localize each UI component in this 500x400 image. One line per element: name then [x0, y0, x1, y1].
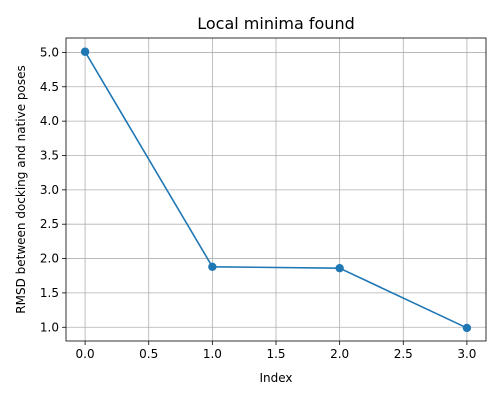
series-layer [80, 47, 472, 333]
y-tick-label: 2.0 [40, 252, 59, 266]
plot-frame [65, 37, 487, 342]
y-tick-label: 2.5 [40, 217, 59, 231]
x-tick-label: 2.5 [394, 347, 413, 361]
series-line [84, 51, 468, 329]
data-point [80, 47, 90, 56]
y-tick-label: 4.0 [40, 114, 59, 128]
axis-ticks: 0.0 0.5 1.0 1.5 2.0 2.5 3.0 1.0 1.5 2.0 2.5 3.0 3.5 4… [40, 45, 477, 361]
x-tick-label: 0.0 [76, 347, 95, 361]
x-axis-label: Index [259, 371, 292, 385]
y-tick-label: 5.0 [40, 45, 59, 59]
x-tick-label: 2.0 [330, 347, 349, 361]
x-tick-label: 3.0 [457, 347, 476, 361]
y-tick-label: 3.5 [40, 148, 59, 162]
y-axis-label: RMSD between docking and native poses [14, 65, 28, 313]
x-tick-label: 0.5 [139, 347, 158, 361]
chart-title: Local minima found [197, 14, 355, 33]
x-tick-label: 1.5 [266, 347, 285, 361]
data-point [462, 323, 472, 333]
grid [66, 38, 486, 341]
y-tick-label: 1.0 [40, 320, 59, 334]
y-tick-label: 1.5 [40, 286, 59, 300]
data-point [208, 262, 217, 271]
data-point [335, 263, 344, 273]
y-tick-label: 3.0 [40, 183, 59, 197]
x-tick-label: 1.0 [203, 347, 222, 361]
y-tick-label: 4.5 [40, 80, 59, 94]
